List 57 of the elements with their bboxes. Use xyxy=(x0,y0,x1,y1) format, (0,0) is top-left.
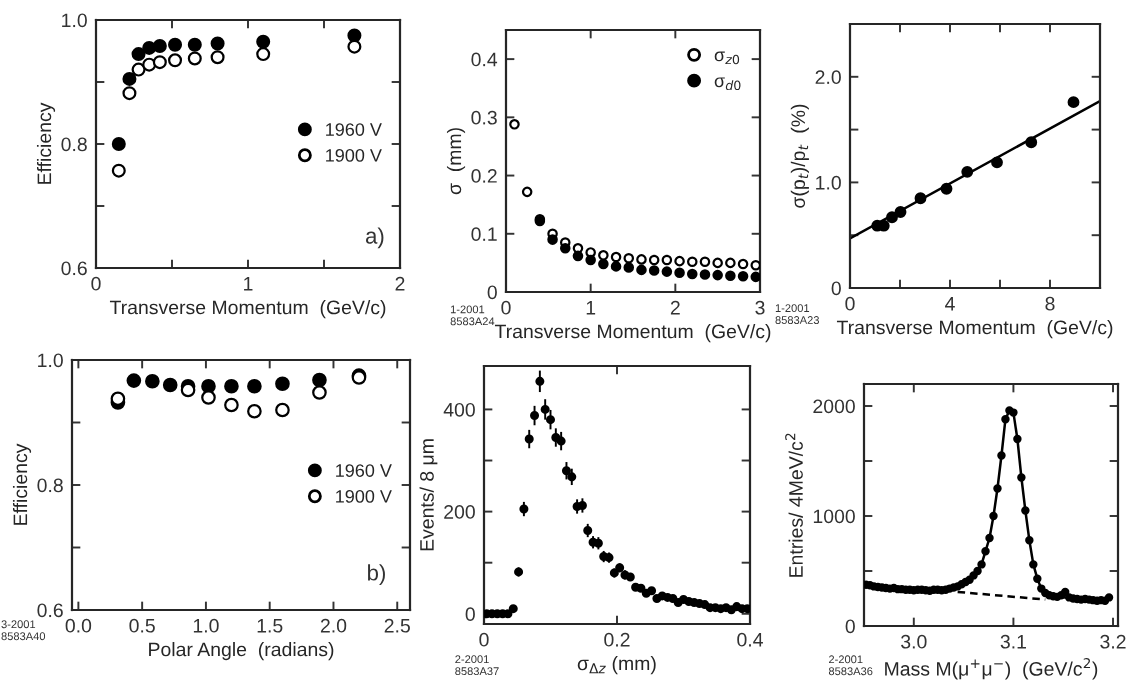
y-axis-title: Entries/ 4MeV/c$^{2}$ xyxy=(785,433,803,577)
y-tick-label: 0.8 xyxy=(37,478,63,493)
y-tick-label: 1.0 xyxy=(38,353,63,368)
y-axis-title: σ(p$_{t}$)/p$_{t}$ (%) xyxy=(790,104,809,208)
y-axis-title: Events/ 8 μm xyxy=(419,439,438,551)
x-tick-label: 1 xyxy=(244,277,253,291)
y-tick-label: 0.8 xyxy=(61,137,87,152)
legend-label: 1960 V xyxy=(336,464,392,477)
x-tick-label: 0.4 xyxy=(737,632,763,647)
x-tick-label: 0 xyxy=(501,300,511,315)
y-axis-title: Efficiency xyxy=(36,102,56,184)
x-tick-label: 2.5 xyxy=(384,618,410,633)
legend-label: 1960 V xyxy=(326,123,382,136)
x-axis-title: Mass M(μ$^{+}$μ$^{−}$) (GeV/c$^{2}$) xyxy=(885,658,1098,680)
x-tick-label: 0 xyxy=(91,276,101,291)
x-tick-label: 4 xyxy=(945,297,955,311)
x-tick-label: 8 xyxy=(1045,296,1055,311)
x-tick-label: 0.2 xyxy=(604,632,630,647)
x-tick-label: 0.5 xyxy=(129,618,155,633)
y-tick-label: 1000 xyxy=(813,509,855,524)
x-tick-label: 3.2 xyxy=(1100,634,1126,649)
y-tick-label: 0.3 xyxy=(471,110,497,125)
y-axis-title: σ (mm) xyxy=(446,128,466,195)
x-tick-label: 1 xyxy=(586,301,596,315)
y-tick-label: 0.4 xyxy=(471,52,498,67)
x-axis-title: Polar Angle (radians) xyxy=(149,642,334,661)
y-tick-label: 400 xyxy=(443,402,475,417)
y-tick-label: 200 xyxy=(444,505,475,519)
x-tick-label: 1.0 xyxy=(193,618,219,633)
x-tick-label: 2 xyxy=(670,300,680,315)
x-tick-label: 3.0 xyxy=(901,634,927,649)
legend-label: σ$_{d0}$ xyxy=(714,77,741,91)
x-tick-label: 3.1 xyxy=(1000,634,1026,649)
y-tick-label: 0.1 xyxy=(471,227,497,242)
x-tick-label: 1.5 xyxy=(257,619,283,633)
annotation: b) xyxy=(368,564,385,585)
x-tick-label: 2.0 xyxy=(320,618,347,633)
y-tick-label: 0.2 xyxy=(471,169,497,183)
y-tick-label: 1.0 xyxy=(62,13,87,28)
x-axis-title: Transverse Momentum (GeV/c) xyxy=(836,320,1113,339)
annotation: a) xyxy=(365,227,384,249)
x-tick-label: 2 xyxy=(395,276,405,291)
x-tick-label: 0.0 xyxy=(65,618,92,633)
x-axis-title: σ$_{Δz}$ (mm) xyxy=(577,656,656,675)
x-tick-label: 3 xyxy=(755,300,765,315)
y-tick-label: 2.0 xyxy=(815,70,841,85)
y-tick-label: 0.6 xyxy=(61,261,87,276)
legend-label: σ$_{z0}$ xyxy=(714,51,740,65)
y-axis-title: Efficiency xyxy=(12,443,32,525)
y-tick-label: 0 xyxy=(465,607,475,622)
y-tick-label: 1.0 xyxy=(816,175,841,190)
y-tick-label: 2000 xyxy=(813,399,855,414)
legend-label: 1900 V xyxy=(326,148,382,162)
y-tick-label: 0.6 xyxy=(37,603,63,618)
legend-label: 1900 V xyxy=(336,489,392,503)
x-axis-title: Transverse Momentum (GeV/c) xyxy=(109,300,386,319)
x-axis-title: Transverse Momentum (GeV/c) xyxy=(494,324,771,343)
